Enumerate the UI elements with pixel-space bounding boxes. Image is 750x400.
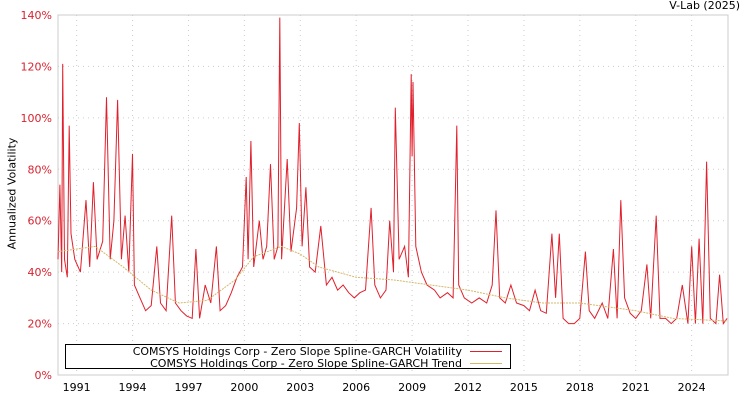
trend-series-line	[57, 245, 728, 322]
x-tick-label: 1991	[63, 381, 91, 394]
legend-label: COMSYS Holdings Corp - Zero Slope Spline…	[132, 344, 462, 358]
y-tick-label: 20%	[28, 318, 52, 331]
volatility-series-line	[57, 17, 728, 325]
plot-frame	[57, 14, 729, 376]
y-tick-label: 80%	[28, 163, 52, 176]
y-tick-label: 0%	[35, 369, 52, 382]
x-tick-label: 2000	[230, 381, 258, 394]
legend-swatch	[470, 362, 502, 364]
legend-label: COMSYS Holdings Corp - Zero Slope Spline…	[150, 356, 462, 370]
legend: COMSYS Holdings Corp - Zero Slope Spline…	[65, 344, 511, 370]
x-tick-label: 2015	[510, 381, 538, 394]
y-tick-label: 60%	[28, 215, 52, 228]
x-tick-label: 2018	[566, 381, 594, 394]
source-credit: V-Lab (2025)	[669, 0, 740, 12]
x-tick-label: 2024	[678, 381, 706, 394]
legend-swatch	[470, 350, 502, 352]
x-tick-label: 2003	[286, 381, 314, 394]
legend-item-trend: COMSYS Holdings Corp - Zero Slope Spline…	[150, 356, 502, 370]
x-tick-label: 1997	[174, 381, 202, 394]
x-tick-label: 2006	[342, 381, 370, 394]
y-tick-label: 120%	[21, 60, 52, 73]
x-tick-label: 1994	[119, 381, 147, 394]
y-tick-label: 140%	[21, 9, 52, 22]
legend-item-volatility: COMSYS Holdings Corp - Zero Slope Spline…	[132, 344, 502, 358]
x-tick-label: 2012	[454, 381, 482, 394]
x-tick-label: 2021	[622, 381, 650, 394]
x-tick-label: 2009	[398, 381, 426, 394]
y-tick-label: 100%	[21, 112, 52, 125]
y-tick-label: 40%	[28, 266, 52, 279]
